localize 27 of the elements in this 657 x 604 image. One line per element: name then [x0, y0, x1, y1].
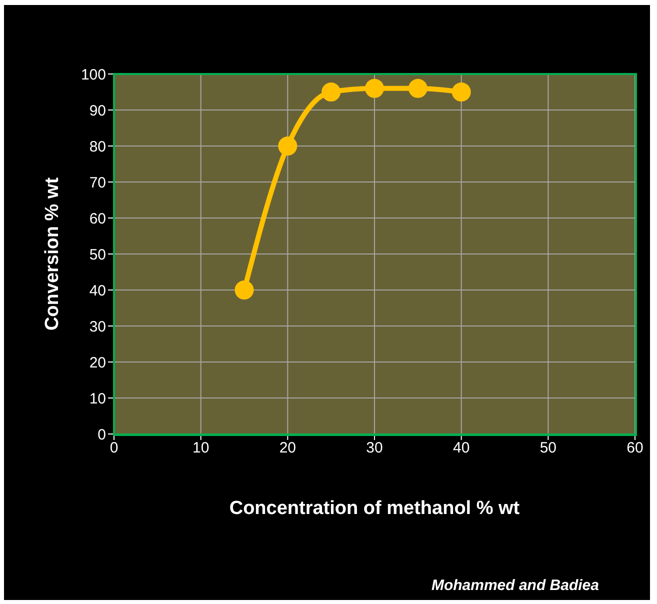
y-tick-label: 50	[89, 246, 106, 264]
y-tick-label: 70	[89, 174, 106, 192]
point	[365, 78, 384, 98]
y-tick-label: 80	[89, 138, 106, 156]
text: Mohammed and Badiea	[431, 577, 599, 594]
x-tick-label: 40	[452, 440, 470, 457]
y-tick-label: 10	[89, 390, 106, 408]
point	[278, 136, 298, 156]
x-tick-label: 30	[366, 440, 383, 457]
x-tick-label: 0	[110, 440, 118, 457]
x-tick-label: 50	[540, 440, 557, 457]
x-axis-title: Concentration of methanol % wt	[228, 498, 521, 520]
y-tick-label: 30	[89, 318, 106, 336]
point	[234, 280, 254, 300]
x-tick-label: 60	[626, 440, 644, 457]
y-axis-title: Conversion % wt	[42, 177, 64, 331]
x-tick-label: 20	[279, 440, 296, 457]
y-tick-label: 90	[89, 102, 106, 120]
y-tick-label: 20	[89, 354, 106, 372]
point	[452, 82, 471, 102]
point	[408, 78, 428, 98]
y-tick-label: 100	[80, 66, 106, 84]
x-tick-label: 10	[192, 440, 210, 457]
point	[322, 82, 341, 102]
y-tick-label: 0	[98, 426, 106, 444]
y-tick-label: 40	[89, 282, 106, 300]
y-tick-label: 60	[89, 210, 106, 228]
